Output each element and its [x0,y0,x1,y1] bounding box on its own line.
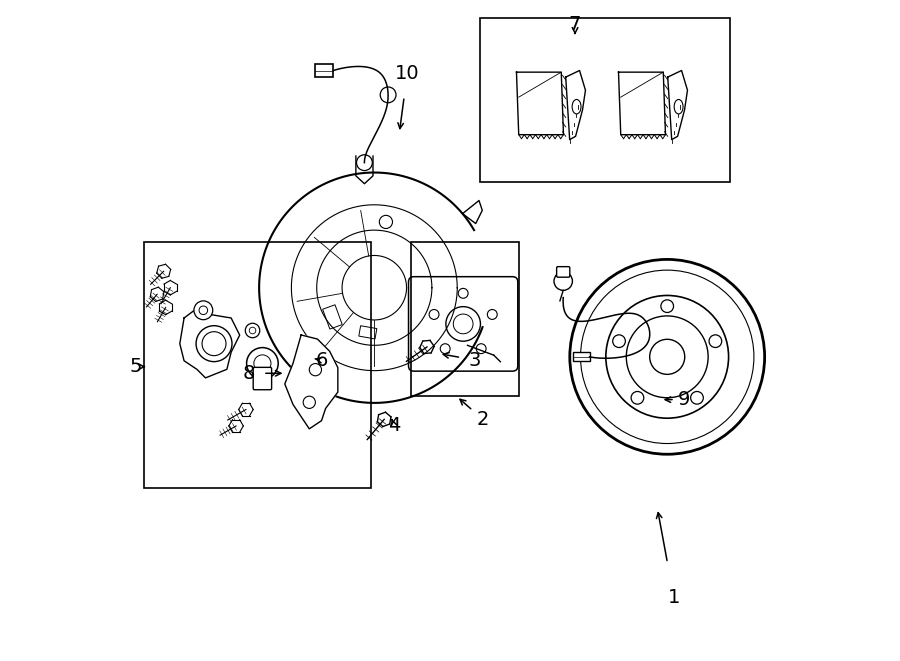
Polygon shape [566,71,586,139]
Circle shape [440,344,450,354]
Text: 5: 5 [129,357,141,376]
Text: 6: 6 [316,350,328,369]
Bar [144,242,371,488]
Circle shape [380,87,396,102]
Circle shape [196,326,232,362]
Text: 2: 2 [477,410,489,429]
Text: 4: 4 [388,416,400,436]
Circle shape [458,288,468,298]
Polygon shape [180,305,239,378]
Bar [322,305,342,329]
Polygon shape [517,72,563,135]
Circle shape [246,323,260,338]
Circle shape [194,301,212,320]
Text: 10: 10 [395,64,419,83]
Bar [410,242,519,397]
Text: 9: 9 [678,390,690,409]
Bar [359,326,377,339]
Bar [480,18,730,182]
Polygon shape [668,71,688,139]
Circle shape [202,332,226,356]
Circle shape [554,272,572,290]
Circle shape [429,309,439,319]
Circle shape [487,309,497,319]
Text: 8: 8 [243,364,256,383]
FancyBboxPatch shape [253,368,272,390]
Text: 3: 3 [469,350,482,369]
Text: 1: 1 [668,588,680,607]
Polygon shape [284,335,338,429]
Text: 7: 7 [569,15,581,34]
FancyBboxPatch shape [409,277,518,371]
Bar [573,352,590,362]
Polygon shape [618,72,665,135]
FancyBboxPatch shape [556,266,570,277]
Circle shape [356,155,373,171]
Circle shape [247,348,278,379]
Bar [315,64,334,77]
Circle shape [476,344,486,354]
